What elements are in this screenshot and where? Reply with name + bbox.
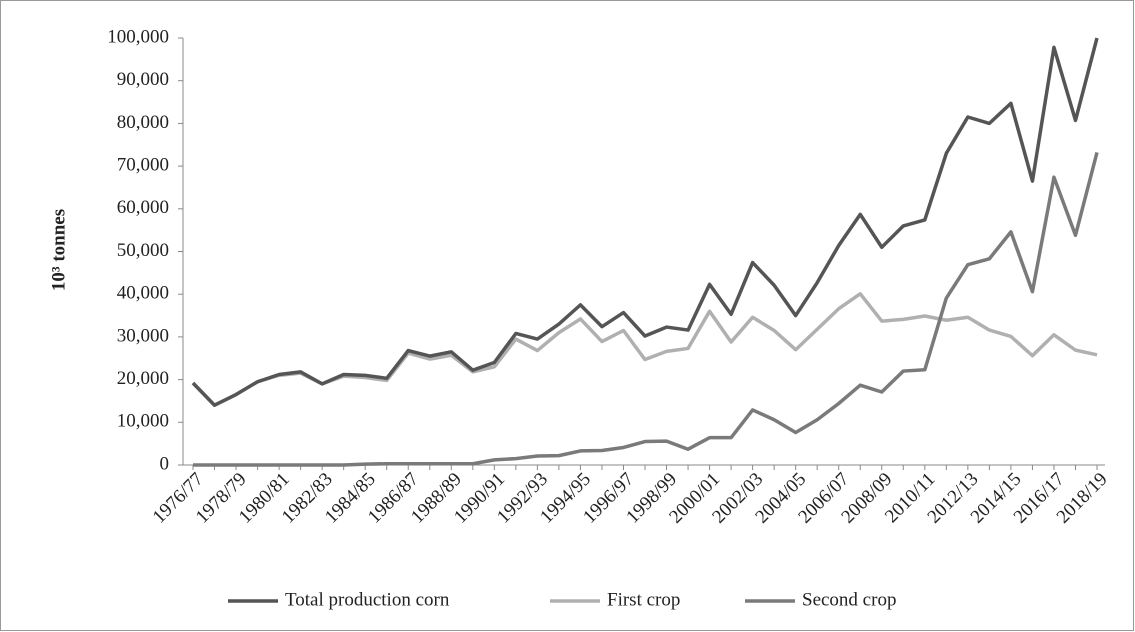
y-tick-label: 30,000: [117, 325, 169, 346]
y-tick-label: 90,000: [117, 69, 169, 90]
y-tick-label: 60,000: [117, 197, 169, 218]
y-tick-label: 40,000: [117, 283, 169, 304]
y-tick-label: 0: [160, 453, 170, 474]
series-line: [193, 151, 1099, 467]
y-tick-label: 100,000: [107, 26, 169, 47]
legend-label: First crop: [607, 589, 680, 610]
legend-label: Second crop: [802, 589, 896, 610]
y-axis-label: 10³ tonnes: [48, 209, 69, 291]
y-tick-label: 80,000: [117, 112, 169, 133]
y-tick-label: 50,000: [117, 240, 169, 261]
y-tick-label: 20,000: [117, 368, 169, 389]
legend-label: Total production corn: [285, 589, 450, 610]
y-tick-label: 70,000: [117, 154, 169, 175]
series-line: [191, 37, 1099, 407]
y-tick-label: 10,000: [117, 411, 169, 432]
